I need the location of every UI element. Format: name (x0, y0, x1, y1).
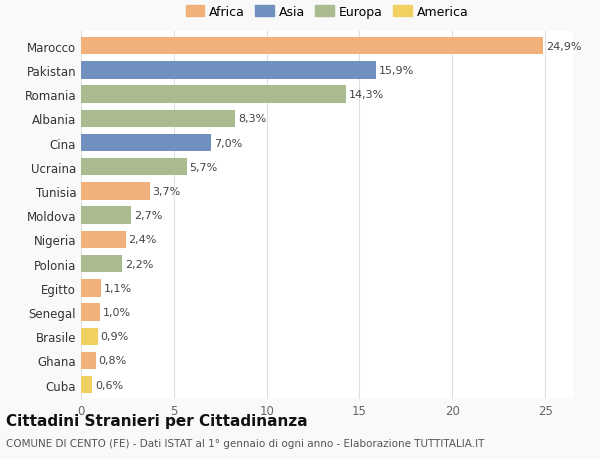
Bar (81, 183, 149, 200)
Bar (81, 111, 235, 128)
Bar (81, 207, 131, 224)
Bar (81, 62, 376, 79)
Bar (81, 255, 122, 273)
Legend: Africa, Asia, Europa, America: Africa, Asia, Europa, America (182, 2, 472, 22)
Text: 7,0%: 7,0% (214, 138, 242, 148)
Text: 2,7%: 2,7% (134, 211, 162, 221)
Text: 1,0%: 1,0% (103, 308, 130, 317)
Text: 0,8%: 0,8% (98, 356, 127, 366)
Text: 2,4%: 2,4% (128, 235, 157, 245)
Bar (81, 231, 125, 249)
Text: 0,6%: 0,6% (95, 380, 123, 390)
Bar (81, 159, 187, 176)
Text: 0,9%: 0,9% (100, 331, 129, 341)
Bar (81, 134, 211, 152)
Bar (81, 280, 101, 297)
Bar (81, 328, 98, 345)
Text: Cittadini Stranieri per Cittadinanza: Cittadini Stranieri per Cittadinanza (6, 413, 308, 428)
Text: 8,3%: 8,3% (238, 114, 266, 124)
Bar (81, 38, 543, 56)
Text: 14,3%: 14,3% (349, 90, 385, 100)
Text: 2,2%: 2,2% (125, 259, 153, 269)
Bar (81, 376, 92, 393)
Text: 3,7%: 3,7% (152, 186, 181, 196)
Text: 5,7%: 5,7% (190, 162, 218, 173)
Bar (81, 86, 346, 104)
Text: 1,1%: 1,1% (104, 283, 133, 293)
Text: COMUNE DI CENTO (FE) - Dati ISTAT al 1° gennaio di ogni anno - Elaborazione TUTT: COMUNE DI CENTO (FE) - Dati ISTAT al 1° … (6, 438, 484, 448)
Text: 24,9%: 24,9% (546, 42, 581, 51)
Text: 15,9%: 15,9% (379, 66, 414, 76)
Bar (81, 304, 100, 321)
Bar (81, 352, 96, 369)
